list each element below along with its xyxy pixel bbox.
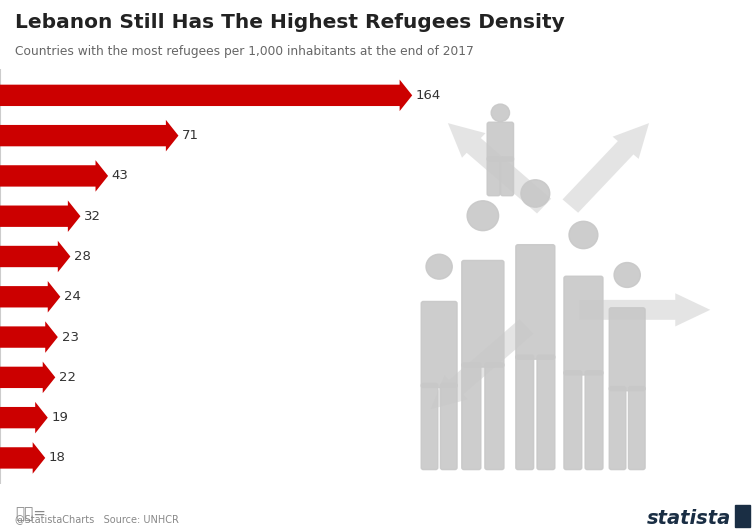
FancyBboxPatch shape — [564, 371, 582, 470]
FancyBboxPatch shape — [461, 363, 481, 470]
FancyArrow shape — [0, 160, 108, 192]
FancyBboxPatch shape — [487, 122, 513, 161]
FancyBboxPatch shape — [461, 261, 504, 367]
Text: 32: 32 — [84, 210, 101, 223]
FancyArrow shape — [0, 362, 55, 393]
FancyArrow shape — [0, 201, 81, 232]
FancyBboxPatch shape — [609, 307, 645, 390]
FancyArrow shape — [0, 321, 58, 353]
Text: 18: 18 — [49, 452, 66, 464]
Text: Lebanon Still Has The Highest Refugees Density: Lebanon Still Has The Highest Refugees D… — [15, 13, 565, 32]
FancyBboxPatch shape — [564, 276, 603, 375]
Circle shape — [491, 104, 510, 121]
FancyArrow shape — [562, 123, 649, 213]
Circle shape — [467, 201, 498, 231]
Text: 164: 164 — [416, 89, 441, 102]
Text: @StatistaCharts   Source: UNHCR: @StatistaCharts Source: UNHCR — [15, 514, 179, 525]
FancyArrow shape — [448, 123, 551, 213]
Text: 23: 23 — [62, 330, 78, 344]
Text: 71: 71 — [182, 129, 199, 142]
FancyArrow shape — [0, 442, 45, 473]
Text: 22: 22 — [59, 371, 76, 384]
Text: 28: 28 — [74, 250, 91, 263]
FancyBboxPatch shape — [485, 363, 504, 470]
FancyBboxPatch shape — [516, 355, 534, 470]
FancyBboxPatch shape — [487, 157, 500, 196]
FancyBboxPatch shape — [609, 387, 626, 470]
FancyBboxPatch shape — [537, 355, 555, 470]
FancyArrow shape — [0, 80, 412, 111]
FancyArrow shape — [0, 281, 60, 312]
Circle shape — [426, 254, 452, 279]
Text: statista: statista — [647, 509, 731, 528]
FancyBboxPatch shape — [516, 245, 555, 359]
Circle shape — [569, 221, 598, 248]
FancyBboxPatch shape — [421, 302, 457, 388]
Text: Ⓒⓘ=: Ⓒⓘ= — [15, 506, 46, 521]
FancyArrow shape — [0, 120, 179, 152]
FancyBboxPatch shape — [421, 384, 438, 470]
Text: Countries with the most refugees per 1,000 inhabitants at the end of 2017: Countries with the most refugees per 1,0… — [15, 45, 474, 57]
FancyArrow shape — [0, 241, 70, 272]
Circle shape — [521, 180, 550, 207]
FancyBboxPatch shape — [629, 387, 645, 470]
Text: 43: 43 — [112, 169, 129, 182]
FancyArrow shape — [0, 402, 48, 434]
FancyArrow shape — [431, 319, 534, 410]
Text: 24: 24 — [64, 290, 81, 303]
Circle shape — [614, 262, 640, 287]
FancyArrow shape — [579, 293, 710, 327]
FancyBboxPatch shape — [440, 384, 457, 470]
FancyBboxPatch shape — [585, 371, 603, 470]
FancyBboxPatch shape — [501, 157, 513, 196]
Text: 19: 19 — [51, 411, 69, 424]
